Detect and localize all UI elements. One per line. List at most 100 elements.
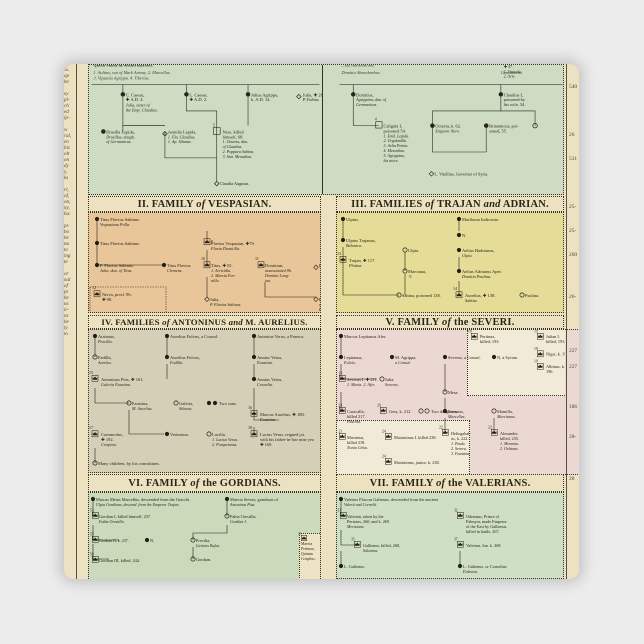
- svg-text:Merisiana.: Merisiana.: [346, 524, 364, 529]
- svg-text:3. Faustina.: 3. Faustina.: [451, 451, 470, 456]
- svg-text:20: 20: [377, 404, 381, 408]
- svg-text:Fabia Orestilla.: Fabia Orestilla.: [98, 519, 125, 524]
- svg-text:19: 19: [534, 347, 538, 351]
- svg-text:Mesa.: Mesa.: [448, 390, 459, 395]
- svg-text:Maximinus I. killed 238.: Maximinus I. killed 238.: [394, 435, 437, 440]
- svg-text:53: 53: [90, 509, 94, 513]
- svg-text:Valerian, Jun. k. 268.: Valerian, Jun. k. 268.: [466, 543, 501, 549]
- svg-text:15: 15: [89, 370, 93, 375]
- svg-text:Crispina.: Crispina.: [101, 442, 117, 447]
- svg-text:N.: N.: [150, 538, 154, 543]
- svg-text:10: 10: [201, 256, 205, 261]
- svg-text:a Consul.: a Consul.: [395, 360, 411, 365]
- svg-text:Julia, dau. of Titus.: Julia, dau. of Titus.: [100, 268, 132, 274]
- svg-text:Sabina, poisoned 138.: Sabina, poisoned 138.: [402, 293, 441, 299]
- svg-text:Clemens.: Clemens.: [167, 268, 182, 273]
- svg-text:Procilla.: Procilla.: [97, 339, 113, 344]
- svg-text:12: 12: [92, 285, 96, 290]
- svg-text:Salonina.: Salonina.: [363, 548, 378, 553]
- svg-text:2. Pompeianus.: 2. Pompeianus.: [212, 442, 237, 447]
- svg-text:Marcellus.: Marcellus.: [447, 414, 465, 419]
- svg-text:Queen Maria de Medici married.: Queen Maria de Medici married.: [94, 65, 153, 67]
- svg-text:Faustina.: Faustina.: [256, 360, 273, 365]
- svg-text:31: 31: [338, 509, 342, 513]
- svg-text:35: 35: [351, 538, 355, 542]
- svg-text:L. Galienus.: L. Galienus.: [344, 564, 365, 569]
- svg-text:2. Orbiana.: 2. Orbiana.: [500, 446, 519, 451]
- svg-text:1. Ap. Silanus.: 1. Ap. Silanus.: [168, 139, 192, 144]
- svg-text:4: 4: [375, 118, 377, 122]
- svg-text:Silanus.: Silanus.: [179, 406, 192, 411]
- svg-text:Fulvia.: Fulvia.: [343, 360, 356, 365]
- svg-text:Gordian I.: Gordian I.: [230, 519, 247, 524]
- svg-text:P. Flavius Sabinus.: P. Flavius Sabinus.: [209, 302, 241, 307]
- svg-text:Domitia Ahenobarbus.: Domitia Ahenobarbus.: [341, 70, 381, 75]
- svg-text:Germanicus.: Germanicus.: [356, 102, 377, 107]
- svg-text:Geta, k. 212.: Geta, k. 212.: [389, 409, 412, 415]
- svg-text:killed, 193.: killed, 193.: [480, 339, 499, 345]
- svg-text:11: 11: [255, 256, 259, 261]
- svg-text:Verissima.: Verissima.: [170, 432, 189, 437]
- svg-text:Ulpia.: Ulpia.: [408, 248, 419, 253]
- svg-text:his wife, 54.: his wife, 54.: [504, 102, 526, 108]
- svg-text:1. Maria. 2. Afer.: 1. Maria. 2. Afer.: [347, 382, 375, 387]
- svg-text:1. Vinicula.: 1. Vinicula.: [504, 70, 522, 74]
- svg-text:.V.: .V.: [408, 274, 412, 279]
- svg-text:56: 56: [90, 553, 94, 557]
- svg-text:Many children, by his concubin: Many children, by his concubines.: [98, 461, 160, 467]
- svg-text:Emperor Nero.: Emperor Nero.: [434, 128, 459, 133]
- svg-text:5: 5: [213, 124, 215, 128]
- svg-text:soned, 55.: soned, 55.: [489, 128, 507, 134]
- svg-text:Gordian.: Gordian.: [196, 557, 211, 562]
- svg-text:Quintus: Quintus: [301, 552, 314, 556]
- svg-text:P. Fabius.: P. Fabius.: [302, 97, 320, 102]
- svg-text:Domitia Paulina.: Domitia Paulina.: [461, 274, 491, 279]
- svg-text:Flav. Clemens.: Flav. Clemens.: [318, 307, 321, 312]
- svg-text:Placilla.: Placilla.: [346, 419, 361, 424]
- svg-text:✚ A.D. 2.: ✚ A.D. 2.: [189, 97, 207, 102]
- svg-text:55: 55: [90, 533, 94, 537]
- svg-text:Valerii and Cornelii.: Valerii and Cornelii.: [344, 502, 377, 507]
- svg-text:N, a Syrian.: N, a Syrian.: [497, 355, 518, 361]
- svg-text:...ilia Ahenobarbus.: ...ilia Ahenobarbus.: [342, 65, 375, 67]
- svg-text:Ulpia Gordiana, descend. from: Ulpia Gordiana, descend. from the Empero…: [96, 502, 179, 508]
- svg-text:Falavius.: Falavius.: [462, 569, 478, 574]
- svg-text:16: 16: [248, 405, 252, 410]
- svg-text:Flavia Domitilla.: Flavia Domitilla.: [210, 246, 240, 251]
- svg-text:Galeria Faustina.: Galeria Faustina.: [101, 382, 131, 387]
- svg-text:39: 39: [298, 532, 302, 536]
- svg-text:2. Acte.: 2. Acte.: [504, 75, 516, 79]
- svg-text:18: 18: [468, 330, 472, 334]
- svg-text:M. Aurelius.: M. Aurelius.: [131, 406, 153, 411]
- svg-text:Ulpia.: Ulpia.: [462, 253, 473, 258]
- svg-text:17: 17: [89, 425, 93, 430]
- svg-text:3. Vipsania Agrippa. 4. Tibe: 3. Vipsania Agrippa. 4. Tiberius.: [94, 76, 150, 81]
- svg-text:3. Stat. Messalina.: 3. Stat. Messalina.: [223, 154, 253, 159]
- svg-text:k. A.D. 14.: k. A.D. 14.: [251, 97, 271, 102]
- svg-text:22: 22: [439, 426, 443, 430]
- svg-text:Faustina.: Faustina.: [259, 417, 276, 422]
- svg-text:19: 19: [339, 372, 343, 376]
- svg-text:21: 21: [339, 430, 343, 434]
- svg-text:Maecia: Maecia: [301, 542, 312, 546]
- svg-text:Licinius Rufus.: Licinius Rufus.: [195, 543, 220, 548]
- svg-text:Plotina.: Plotina.: [348, 263, 362, 268]
- svg-text:24: 24: [382, 455, 386, 459]
- svg-text:Severus, a Consul.: Severus, a Consul.: [448, 355, 481, 361]
- svg-text:196.: 196.: [546, 369, 554, 374]
- svg-text:Marcus Lepitanus Afer.: Marcus Lepitanus Afer.: [344, 334, 386, 339]
- svg-text:his niece.: his niece.: [384, 158, 399, 163]
- svg-text:23: 23: [339, 404, 343, 408]
- svg-text:✚ 169.: ✚ 169.: [260, 442, 272, 447]
- svg-text:Balonica.: Balonica.: [346, 243, 362, 248]
- svg-text:N.: N.: [462, 233, 466, 238]
- svg-text:✚ 37.: ✚ 37.: [504, 65, 513, 69]
- svg-text:37: 37: [454, 538, 458, 542]
- svg-text:Sabina.: Sabina.: [465, 298, 478, 303]
- svg-text:Marcianus.: Marcianus.: [496, 414, 516, 419]
- svg-text:Aurelus.: Aurelus.: [97, 360, 112, 365]
- svg-text:nilla.: nilla.: [211, 278, 220, 283]
- svg-text:Maximinus, junior, k. 238.: Maximinus, junior, k. 238.: [394, 460, 440, 466]
- svg-text:Nonia Celsa.: Nonia Celsa.: [346, 445, 368, 450]
- svg-text:18: 18: [248, 425, 252, 430]
